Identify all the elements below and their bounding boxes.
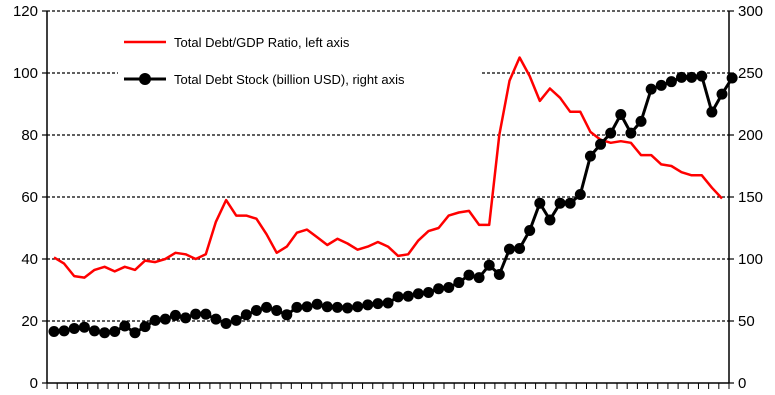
- data-point-debt-stock: [554, 197, 566, 209]
- axes: 0 20 40 60 80 100 120 0 50 100 150 200 250 300: [13, 3, 763, 392]
- right-tick-label: 0: [738, 375, 746, 392]
- legend-background: [118, 64, 482, 96]
- data-point-debt-stock: [514, 242, 526, 254]
- data-point-debt-stock: [78, 321, 90, 333]
- data-point-debt-stock: [493, 269, 505, 280]
- data-point-debt-stock: [372, 298, 384, 310]
- data-point-debt-stock: [726, 72, 738, 84]
- right-tick-label: 300: [738, 3, 763, 20]
- data-point-debt-stock: [635, 115, 647, 127]
- data-point-debt-stock: [665, 76, 677, 88]
- data-point-debt-stock: [352, 301, 364, 313]
- data-point-debt-stock: [544, 214, 556, 226]
- legend-marker-debt-stock: [139, 73, 151, 85]
- data-point-debt-stock: [200, 308, 212, 320]
- left-tick-label: 0: [30, 375, 38, 392]
- data-point-debt-stock: [473, 272, 485, 284]
- data-point-debt-stock: [119, 320, 131, 332]
- data-point-debt-stock: [564, 197, 576, 209]
- data-point-debt-stock: [99, 327, 111, 339]
- data-point-debt-stock: [686, 71, 698, 83]
- data-point-debt-stock: [331, 301, 343, 313]
- data-point-debt-stock: [230, 314, 242, 326]
- data-point-debt-stock: [261, 301, 273, 313]
- right-tick-label: 150: [738, 189, 763, 206]
- data-point-debt-stock: [524, 224, 536, 236]
- data-point-debt-stock: [655, 79, 667, 91]
- data-point-debt-stock: [443, 282, 455, 294]
- left-tick-label: 80: [21, 127, 38, 144]
- data-point-debt-stock: [676, 71, 688, 83]
- legend: Total Debt/GDP Ratio, left axis Total De…: [118, 35, 482, 96]
- data-point-debt-stock: [706, 106, 718, 118]
- data-point-debt-stock: [625, 127, 637, 139]
- data-point-debt-stock: [190, 308, 202, 320]
- right-tick-label: 250: [738, 65, 763, 82]
- data-point-debt-stock: [291, 301, 303, 313]
- legend-label-debt-stock: Total Debt Stock (billion USD), right ax…: [174, 72, 405, 87]
- legend-label-debt-gdp-ratio: Total Debt/GDP Ratio, left axis: [174, 35, 350, 50]
- left-tick-label: 120: [13, 3, 38, 20]
- data-point-debt-stock: [129, 327, 141, 339]
- data-point-debt-stock: [433, 283, 445, 295]
- data-point-debt-stock: [453, 277, 465, 289]
- data-point-debt-stock: [605, 127, 617, 139]
- data-point-debt-stock: [240, 309, 252, 321]
- data-point-debt-stock: [159, 313, 171, 325]
- right-tick-label: 200: [738, 127, 763, 144]
- data-point-debt-stock: [58, 325, 70, 337]
- left-tick-label: 100: [13, 65, 38, 82]
- grid-lines: [47, 10, 729, 322]
- left-tick-label: 20: [21, 313, 38, 330]
- data-point-debt-stock: [595, 138, 607, 150]
- data-point-debt-stock: [109, 326, 121, 338]
- data-point-debt-stock: [149, 314, 161, 326]
- data-point-debt-stock: [68, 322, 80, 334]
- data-point-debt-stock: [696, 70, 708, 82]
- data-point-debt-stock: [301, 301, 313, 313]
- data-point-debt-stock: [180, 312, 192, 324]
- data-point-debt-stock: [615, 109, 627, 121]
- right-tick-label: 100: [738, 251, 763, 268]
- data-point-debt-stock: [422, 286, 434, 298]
- data-point-debt-stock: [250, 304, 262, 316]
- data-point-debt-stock: [645, 83, 657, 95]
- data-point-debt-stock: [382, 297, 394, 309]
- series-line-debt-gdp-ratio: [53, 56, 723, 279]
- data-point-debt-stock: [342, 302, 354, 314]
- data-point-debt-stock: [503, 243, 515, 255]
- data-point-debt-stock: [281, 309, 293, 321]
- data-point-debt-stock: [139, 321, 151, 333]
- right-tick-label: 50: [738, 313, 755, 330]
- data-point-debt-stock: [210, 313, 222, 325]
- data-point-debt-stock: [88, 325, 100, 337]
- left-tick-label: 60: [21, 189, 38, 206]
- data-point-debt-stock: [311, 298, 323, 310]
- data-point-debt-stock: [362, 299, 374, 311]
- data-point-debt-stock: [574, 189, 586, 201]
- data-point-debt-stock: [483, 259, 495, 271]
- data-point-debt-stock: [716, 88, 728, 100]
- data-point-debt-stock: [220, 317, 232, 329]
- data-point-debt-stock: [534, 197, 546, 209]
- left-tick-label: 40: [21, 251, 38, 268]
- data-point-debt-stock: [463, 269, 475, 281]
- data-point-debt-stock: [412, 288, 424, 300]
- series-line-debt-stock: [53, 74, 734, 335]
- data-point-debt-stock: [169, 309, 181, 321]
- data-point-debt-stock: [392, 291, 404, 303]
- data-point-debt-stock: [271, 304, 283, 316]
- data-point-debt-stock: [321, 301, 333, 313]
- data-point-debt-stock: [584, 150, 596, 162]
- series: [48, 56, 738, 339]
- data-point-debt-stock: [48, 326, 60, 338]
- data-point-debt-stock: [402, 290, 414, 302]
